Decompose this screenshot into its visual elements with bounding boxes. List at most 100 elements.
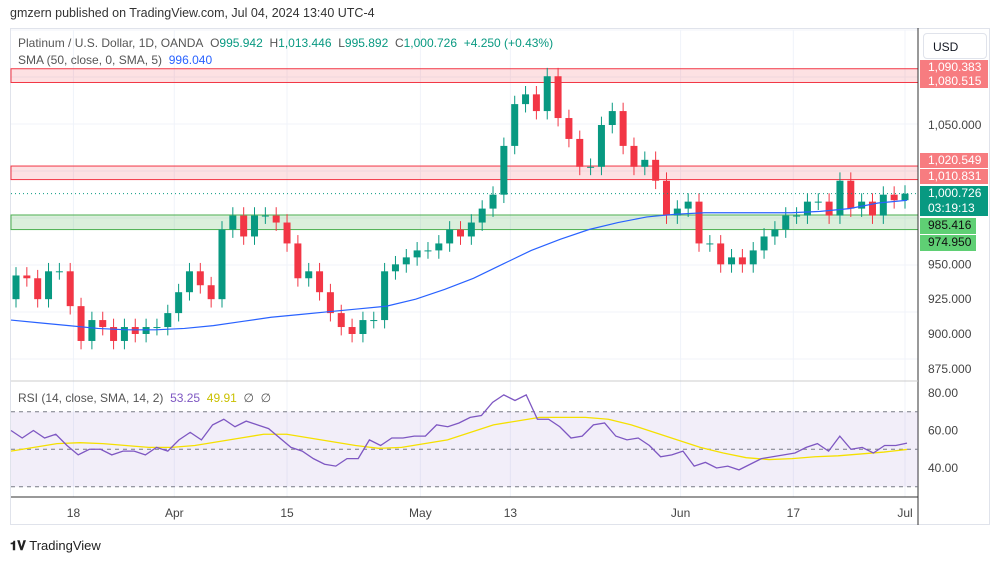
resistance-zone [10,165,919,181]
resistance-zone [10,68,919,83]
candle-body [803,201,811,216]
candle-body [381,271,389,321]
candle-body [543,76,551,112]
candle-body [532,94,540,112]
publisher-line: gmzern published on TradingView.com, Jul… [10,6,375,20]
candle-body [565,118,573,139]
sma-legend[interactable]: SMA (50, close, 0, SMA, 5) 996.040 [18,53,212,67]
candle-body [359,320,367,334]
candle-body [272,215,280,223]
candle-body [326,292,334,314]
candle-body [23,275,31,279]
rsi-value: 53.25 [170,391,201,405]
candle-body [684,201,692,209]
candle-body [630,145,638,167]
candle-body [413,250,421,258]
open-value: 995.942 [219,36,263,50]
low-label: L [338,36,345,50]
candle-body [858,201,866,209]
candle-body [522,94,530,105]
candle-body [391,264,399,272]
candle-body [77,306,85,341]
candle-body [131,327,139,334]
rsi-extra-2: ∅ [260,391,272,405]
candle-body [196,271,204,286]
rsi-sma-line [10,416,908,461]
candle-body [175,292,183,314]
chart-frame [10,28,990,525]
candle-body [901,193,909,201]
rsi-sma-value: 49.91 [206,391,237,405]
support-zone [10,214,919,231]
time-tick-label: 18 [67,506,81,520]
candle-body [717,243,725,265]
candle-body [251,215,259,237]
change-value: +4.250 (+0.43%) [463,36,554,50]
candle-body [695,201,703,244]
candle-body [641,159,649,167]
candle-body [45,271,53,300]
candle-body [467,222,475,237]
candle-body [890,194,898,201]
candle-body [879,194,887,216]
sma-label: SMA (50, close, 0, SMA, 5) [18,53,163,67]
candle-body [435,243,443,251]
candle-body [478,208,486,223]
candle-body [164,313,172,328]
rsi-tick-label: 40.00 [928,461,958,475]
price-tick-label: 1,050.000 [928,118,982,132]
tradingview-logo-icon: 𝟏𝐕 [10,538,26,553]
candle-body [608,111,616,126]
candle-body [316,271,324,293]
rsi-legend[interactable]: RSI (14, close, SMA, 14, 2) 53.25 49.91 … [18,391,271,405]
candle-body [294,243,302,279]
candle-body [348,327,356,334]
zone3-bottom-tag: 974.950 [920,235,976,251]
brand-name: TradingView [29,538,101,553]
candle-body [337,313,345,328]
price-tick-label: 875.000 [928,362,972,376]
candle-body [619,111,627,146]
rsi-tick-label: 80.00 [928,386,958,400]
high-value: 1,013.446 [278,36,332,50]
candle-body [446,229,454,244]
time-tick-label: 17 [787,506,801,520]
candle-body [402,257,410,265]
candle-body [554,76,562,119]
time-tick-label: May [409,506,432,520]
candle-body [847,180,855,209]
candle-body [597,125,605,167]
symbol-name: Platinum / U.S. Dollar, 1D, OANDA [18,36,204,50]
candle-body [12,275,20,300]
candle-body [424,250,432,252]
symbol-legend: Platinum / U.S. Dollar, 1D, OANDA O995.9… [18,36,553,50]
tradingview-brand[interactable]: 𝟏𝐕 TradingView [10,538,101,554]
candle-body [500,145,508,195]
candle-body [782,215,790,230]
sma-value: 996.040 [168,53,213,67]
candle-body [457,229,464,237]
candle-body [793,215,801,217]
candle-body [110,327,118,341]
candle-body [207,285,215,300]
candle-body [587,166,595,168]
zone2-bottom-tag: 1,010.831 [920,169,988,184]
candle-body [142,327,150,334]
time-tick-label: 15 [280,506,294,520]
open-label: O [210,36,220,50]
candle-body [652,159,660,181]
zone2-top-tag: 1,020.549 [920,153,988,168]
currency-selector[interactable]: USD [923,33,987,59]
candle-body [728,257,736,265]
candle-body [825,201,833,216]
low-value: 995.892 [344,36,389,50]
time-tick-label: Apr [165,506,184,520]
candle-body [511,104,519,146]
candle-body [749,250,757,265]
countdown-tag: 03:19:13 [920,201,988,216]
price-tick-label: 900.000 [928,327,972,341]
candle-body [34,278,42,300]
candle-body [771,229,779,237]
candle-body [489,194,497,209]
